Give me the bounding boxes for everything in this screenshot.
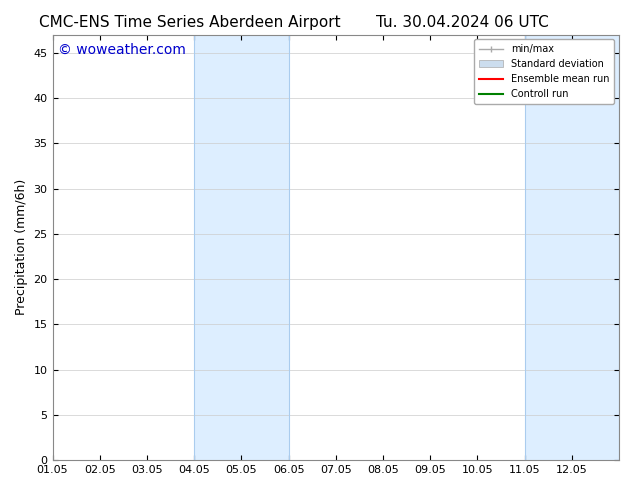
Text: © woweather.com: © woweather.com <box>58 43 186 57</box>
Text: Tu. 30.04.2024 06 UTC: Tu. 30.04.2024 06 UTC <box>377 15 549 30</box>
Bar <box>524 35 619 460</box>
Bar <box>194 35 288 460</box>
Text: CMC-ENS Time Series Aberdeen Airport: CMC-ENS Time Series Aberdeen Airport <box>39 15 341 30</box>
Y-axis label: Precipitation (mm/6h): Precipitation (mm/6h) <box>15 179 28 316</box>
Legend: min/max, Standard deviation, Ensemble mean run, Controll run: min/max, Standard deviation, Ensemble me… <box>474 40 614 104</box>
